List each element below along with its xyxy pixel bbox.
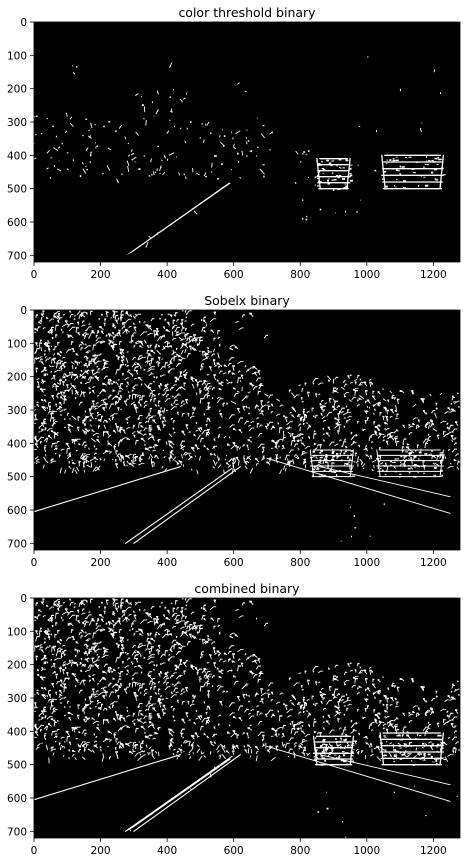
x-tick-label: 400 xyxy=(157,269,177,281)
y-tick-label: 200 xyxy=(7,372,27,384)
y-tick-label: 500 xyxy=(7,472,27,484)
panel-3: combined binary 0 200 400 600 800 1000 1200 0 100… xyxy=(7,581,461,857)
y-tick-label: 300 xyxy=(7,405,27,417)
x-tick-label: 600 xyxy=(224,557,244,569)
y-tick-label: 0 xyxy=(20,305,27,317)
x-tick-label: 200 xyxy=(91,269,111,281)
y-tick-label: 400 xyxy=(7,438,27,450)
y-tick-label: 400 xyxy=(7,726,27,738)
binary-pixels xyxy=(34,310,460,544)
y-tick-label: 100 xyxy=(7,338,27,350)
x-tick-label: 1200 xyxy=(420,557,447,569)
panel-title: color threshold binary xyxy=(178,5,316,20)
x-tick-label: 800 xyxy=(290,269,310,281)
y-tick-label: 100 xyxy=(7,626,27,638)
x-tick-label: 0 xyxy=(31,845,38,857)
y-tick-label: 700 xyxy=(7,826,27,838)
y-tick-label: 300 xyxy=(7,117,27,129)
x-tick-label: 1000 xyxy=(353,557,380,569)
y-tick-label: 700 xyxy=(7,538,27,550)
y-tick-label: 100 xyxy=(7,50,27,62)
x-tick-label: 1000 xyxy=(353,845,380,857)
binary-image xyxy=(34,310,460,550)
x-tick-label: 400 xyxy=(157,557,177,569)
binary-image xyxy=(34,598,460,838)
x-tick-label: 600 xyxy=(224,845,244,857)
y-tick-label: 500 xyxy=(7,184,27,196)
y-tick-label: 600 xyxy=(7,505,27,517)
y-tick-label: 500 xyxy=(7,760,27,772)
y-tick-label: 0 xyxy=(20,17,27,29)
x-tick-label: 200 xyxy=(91,845,111,857)
y-tick-label: 600 xyxy=(7,793,27,805)
binary-pixels xyxy=(34,598,460,838)
panel-title: combined binary xyxy=(194,581,300,596)
y-tick-label: 200 xyxy=(7,660,27,672)
x-tick-label: 1200 xyxy=(420,845,447,857)
x-tick-label: 800 xyxy=(290,557,310,569)
y-tick-label: 700 xyxy=(7,250,27,262)
y-tick-label: 0 xyxy=(20,593,27,605)
x-tick-label: 800 xyxy=(290,845,310,857)
y-tick-label: 600 xyxy=(7,217,27,229)
panel-2: Sobelx binary 0 200 400 600 800 1000 1200 0 100 20… xyxy=(7,293,461,569)
axes-frame xyxy=(33,597,461,839)
x-tick-label: 1000 xyxy=(353,269,380,281)
x-tick-label: 0 xyxy=(31,269,38,281)
axes-frame xyxy=(33,21,461,263)
binary-pixels xyxy=(34,56,446,256)
x-tick-label: 0 xyxy=(31,557,38,569)
panel-title: Sobelx binary xyxy=(204,293,290,308)
x-tick-label: 200 xyxy=(91,557,111,569)
axes-frame xyxy=(33,309,461,551)
x-tick-label: 600 xyxy=(224,269,244,281)
x-tick-label: 1200 xyxy=(420,269,447,281)
y-tick-label: 400 xyxy=(7,150,27,162)
y-tick-label: 300 xyxy=(7,693,27,705)
y-tick-label: 200 xyxy=(7,84,27,96)
x-tick-label: 400 xyxy=(157,845,177,857)
